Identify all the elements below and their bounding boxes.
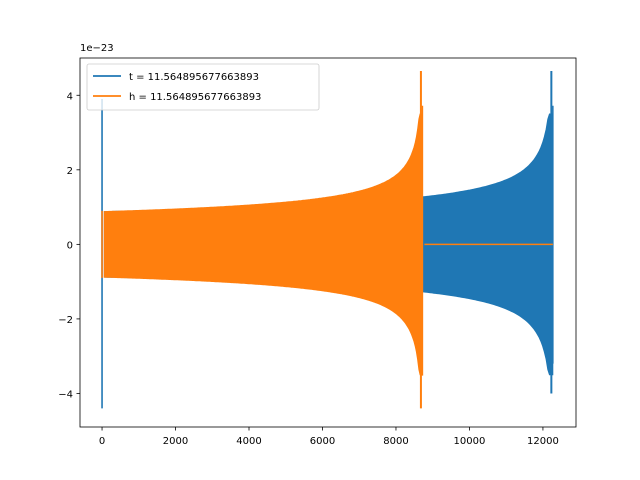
y-axis: −4 −2 0 2 4 [58, 91, 80, 400]
series-h [101, 71, 553, 409]
x-tick-label: 10000 [454, 436, 486, 447]
axes-frame [79, 57, 577, 428]
legend-label: h = 11.564895677663893 [129, 92, 261, 103]
legend-label: t = 11.564895677663893 [129, 72, 259, 83]
x-axis: 0 2000 4000 6000 8000 10000 12000 [99, 427, 559, 447]
x-tick-label: 6000 [310, 436, 335, 447]
y-tick-label: −2 [58, 315, 73, 326]
x-tick-label: 12000 [527, 436, 559, 447]
y-tick-label: 4 [67, 91, 73, 102]
x-tick-label: 0 [99, 436, 105, 447]
y-offset-label: 1e−23 [80, 43, 114, 54]
x-tick-label: 4000 [236, 436, 261, 447]
series-layer [101, 71, 554, 409]
y-tick-label: −4 [58, 389, 73, 400]
x-tick-label: 2000 [163, 436, 188, 447]
y-tick-label: 0 [67, 240, 73, 251]
legend: t = 11.564895677663893 h = 11.56489567766… [86, 63, 320, 111]
y-tick-label: 2 [67, 166, 73, 177]
x-tick-label: 8000 [383, 436, 408, 447]
legend-box [86, 63, 320, 111]
